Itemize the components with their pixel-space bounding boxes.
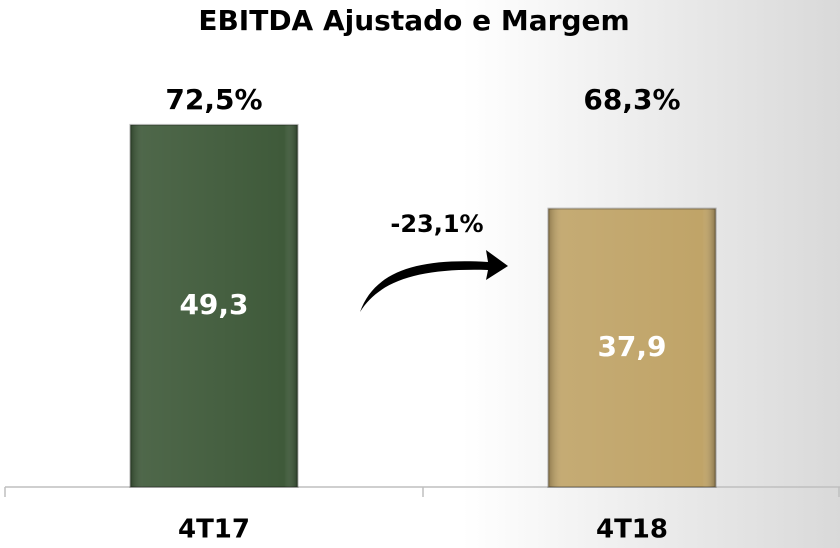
x-tick-label: 4T18 (596, 515, 668, 545)
value-label: 49,3 (179, 288, 248, 321)
margin-label: 68,3% (583, 83, 680, 116)
annotation: -23,1% (390, 210, 483, 238)
chart-title: EBITDA Ajustado e Margem (198, 4, 629, 37)
trend-arrow (360, 250, 508, 312)
x-tick-label: 4T17 (178, 515, 250, 545)
margin-label: 72,5% (165, 83, 262, 116)
value-label: 37,9 (597, 330, 666, 363)
